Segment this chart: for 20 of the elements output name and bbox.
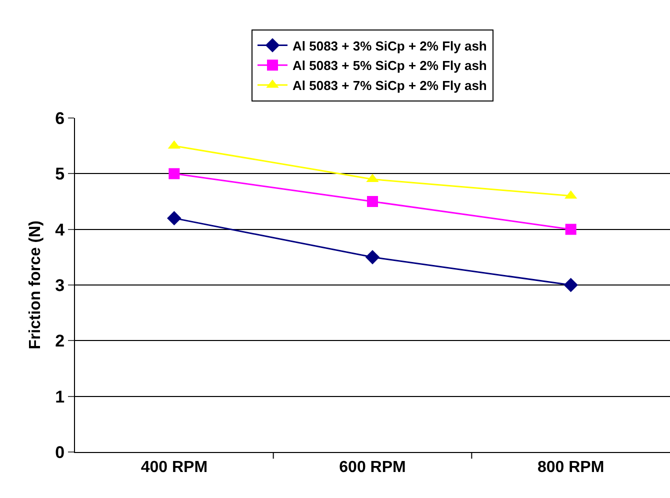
point — [168, 168, 180, 180]
legend-label: Al 5083 + 5% SiCp + 2% Fly ash — [292, 58, 487, 74]
legend-label: Al 5083 + 7% SiCp + 2% Fly ash — [292, 78, 487, 94]
point — [367, 196, 378, 207]
x-tick-label: 800 RPM — [537, 459, 604, 476]
legend-label: Al 5083 + 3% SiCp + 2% Fly ash — [292, 38, 487, 54]
point — [365, 250, 380, 264]
point — [564, 278, 578, 292]
point — [167, 211, 182, 226]
point — [565, 224, 576, 235]
y-tick-label: 2 — [55, 332, 65, 351]
y-axis-title: Friction force (N) — [27, 220, 44, 350]
y-tick-label: 5 — [55, 164, 65, 184]
y-tick-label: 0 — [55, 442, 65, 462]
y-tick-label: 1 — [55, 387, 65, 406]
y-tick-label: 6 — [55, 108, 65, 128]
x-tick-label: 400 RPM — [140, 459, 208, 476]
y-tick-label: 4 — [55, 220, 66, 240]
y-tick-label: 3 — [55, 276, 65, 295]
x-tick-label: 600 RPM — [339, 459, 406, 476]
